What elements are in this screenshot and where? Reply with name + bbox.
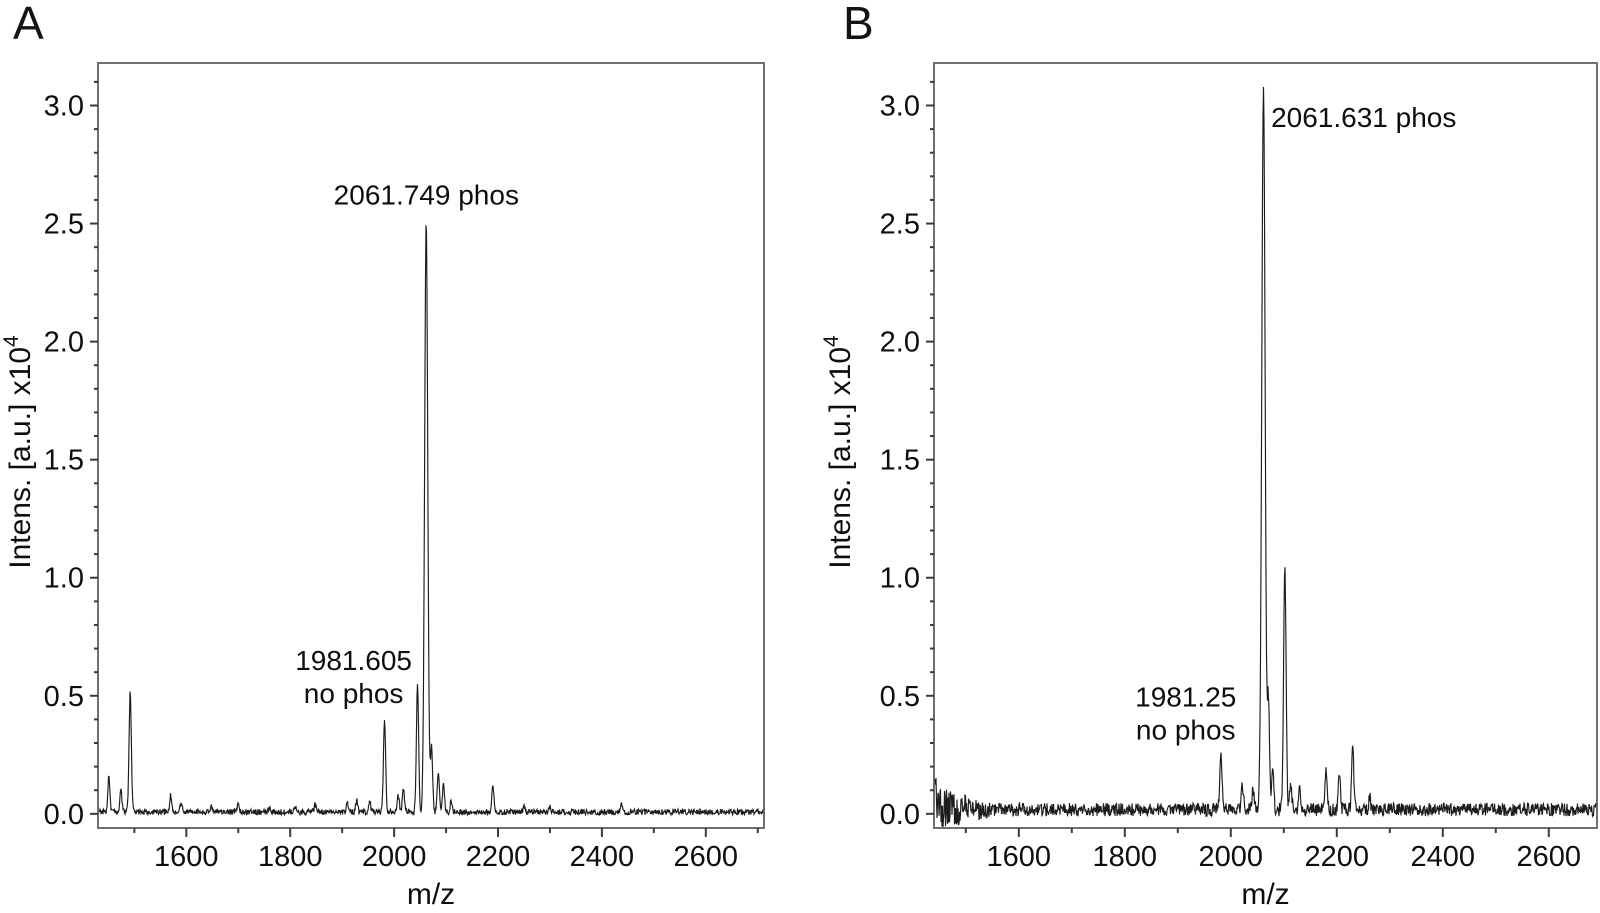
x-axis-label: m/z bbox=[407, 878, 455, 911]
y-tick-label: 3.0 bbox=[880, 91, 920, 123]
y-tick-label: 2.0 bbox=[880, 327, 920, 359]
x-tick-label: 2000 bbox=[362, 841, 427, 873]
x-tick-label: 2400 bbox=[570, 841, 635, 873]
x-tick-label: 2400 bbox=[1411, 841, 1476, 873]
y-axis-label: Intens. [a.u.] x104 bbox=[820, 335, 857, 569]
y-tick-label: 1.5 bbox=[44, 445, 84, 477]
spectrum-trace bbox=[934, 86, 1597, 828]
peak-annotation: 2061.749 phos bbox=[334, 180, 519, 211]
x-tick-label: 1800 bbox=[258, 841, 323, 873]
peak-annotation: no phos bbox=[1136, 714, 1236, 745]
peak-annotation: 1981.605 bbox=[295, 645, 412, 676]
x-tick-label: 1600 bbox=[154, 841, 219, 873]
panel-B-letter: B bbox=[843, 0, 875, 49]
panel-B: B 0.0 0.5 1.0 1.5 2.0 2.5 3.0 1600 1800 2000 2200 2… bbox=[800, 0, 1600, 913]
peak-annotation: 2061.631 phos bbox=[1271, 102, 1456, 133]
y-tick-label: 2.5 bbox=[44, 209, 84, 241]
panel-A: A 0.0 0.5 1.0 1.5 2.0 2.5 3.0 1600 1800 2000 2200 2… bbox=[0, 0, 765, 911]
spectrum-trace bbox=[98, 225, 764, 817]
plot-box bbox=[933, 62, 1598, 829]
y-tick-label: 2.5 bbox=[880, 209, 920, 241]
plot-box bbox=[97, 62, 765, 829]
spectrum-plot-A: 0.0 0.5 1.0 1.5 2.0 2.5 3.0 1600 1800 2000 2200 240… bbox=[0, 62, 765, 911]
y-tick-label: 1.0 bbox=[44, 563, 84, 595]
x-tick-label: 2600 bbox=[674, 841, 739, 873]
x-tick-label: 2600 bbox=[1517, 841, 1582, 873]
x-tick-label: 2200 bbox=[1305, 841, 1370, 873]
x-axis-label: m/z bbox=[1241, 878, 1289, 911]
y-tick-label: 0.0 bbox=[44, 799, 84, 831]
x-tick-label: 1600 bbox=[987, 841, 1052, 873]
peak-annotation: 1981.25 bbox=[1135, 681, 1236, 712]
y-tick-label: 0.5 bbox=[880, 681, 920, 713]
y-axis-label: Intens. [a.u.] x104 bbox=[0, 335, 37, 569]
y-tick-label: 1.5 bbox=[880, 445, 920, 477]
y-tick-label: 2.0 bbox=[44, 327, 84, 359]
y-tick-label: 0.5 bbox=[44, 681, 84, 713]
y-tick-label: 1.0 bbox=[880, 563, 920, 595]
x-tick-label: 2200 bbox=[466, 841, 531, 873]
peak-annotation: no phos bbox=[304, 678, 404, 709]
spectrum-plot-B: 0.0 0.5 1.0 1.5 2.0 2.5 3.0 1600 1800 2000 2200 240… bbox=[820, 62, 1598, 911]
x-tick-label: 1800 bbox=[1093, 841, 1158, 873]
panel-A-letter: A bbox=[13, 0, 45, 49]
y-tick-label: 3.0 bbox=[44, 91, 84, 123]
y-tick-label: 0.0 bbox=[880, 799, 920, 831]
x-tick-label: 2000 bbox=[1199, 841, 1264, 873]
